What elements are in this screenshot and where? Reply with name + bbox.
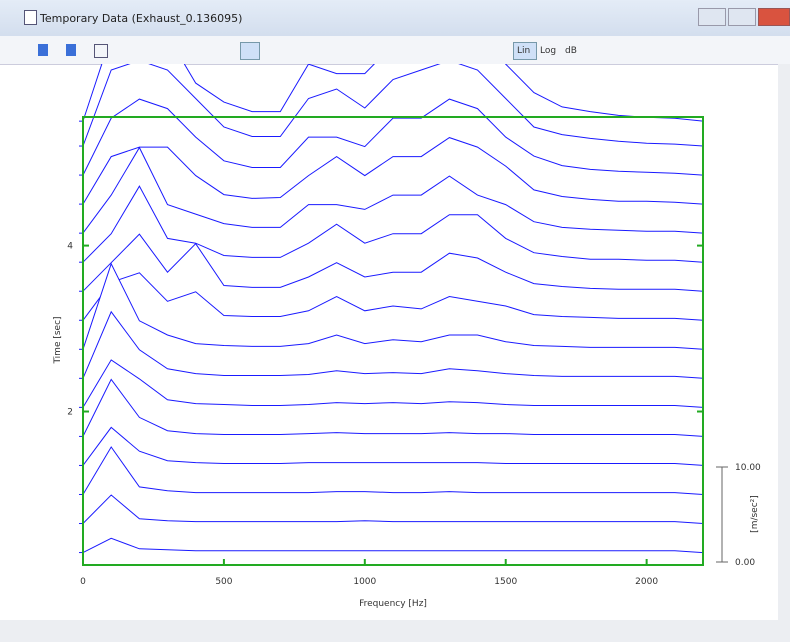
title-bar: Temporary Data (Exhaust_0.136095) xyxy=(0,0,790,36)
y-tick-label: 4 xyxy=(67,242,73,252)
tool-button[interactable] xyxy=(94,44,108,58)
trace xyxy=(82,98,704,176)
plot-frame xyxy=(82,116,704,566)
trace xyxy=(82,378,704,437)
window-title: Temporary Data (Exhaust_0.136095) xyxy=(40,12,243,25)
trace xyxy=(82,494,704,524)
z-axis-label: [m/sec²] xyxy=(750,495,760,533)
trace xyxy=(82,426,704,466)
close-button[interactable] xyxy=(758,8,790,26)
next-button[interactable] xyxy=(66,44,76,56)
x-axis-label: Frequency [Hz] xyxy=(359,599,427,609)
y-axis-label: Time [sec] xyxy=(53,316,63,364)
minimize-button[interactable] xyxy=(698,8,726,26)
x-tick-label: 2000 xyxy=(635,577,658,587)
waterfall-button[interactable] xyxy=(240,42,260,60)
trace xyxy=(82,359,704,408)
v-scrollbar[interactable] xyxy=(778,64,790,642)
app-icon xyxy=(24,10,37,25)
x-tick-label: 500 xyxy=(215,577,232,587)
x-tick-label: 0 xyxy=(80,577,86,587)
y-tick-label: 2 xyxy=(67,408,73,418)
h-scrollbar[interactable] xyxy=(0,620,778,642)
maximize-button[interactable] xyxy=(728,8,756,26)
trace xyxy=(82,272,704,321)
trace xyxy=(82,310,704,379)
lin-button-bg[interactable] xyxy=(513,42,537,60)
chart: Time [sec] Frequency [Hz] [m/sec²] 0 500 1… xyxy=(0,64,790,642)
toolbar: Lin Log dB xyxy=(0,36,790,65)
prev-button[interactable] xyxy=(38,44,48,56)
trace xyxy=(82,137,704,205)
db-button[interactable]: dB xyxy=(565,46,577,56)
trace xyxy=(82,262,704,350)
z-tick-label: 0.00 xyxy=(735,558,755,568)
trace xyxy=(82,537,704,554)
x-tick-label: 1500 xyxy=(494,577,517,587)
trace xyxy=(82,64,704,147)
x-tick-label: 1000 xyxy=(353,577,376,587)
z-tick-label: 10.00 xyxy=(735,463,761,473)
lin-button[interactable]: Lin xyxy=(517,46,531,56)
trace xyxy=(82,446,704,495)
log-button[interactable]: Log xyxy=(540,46,557,56)
